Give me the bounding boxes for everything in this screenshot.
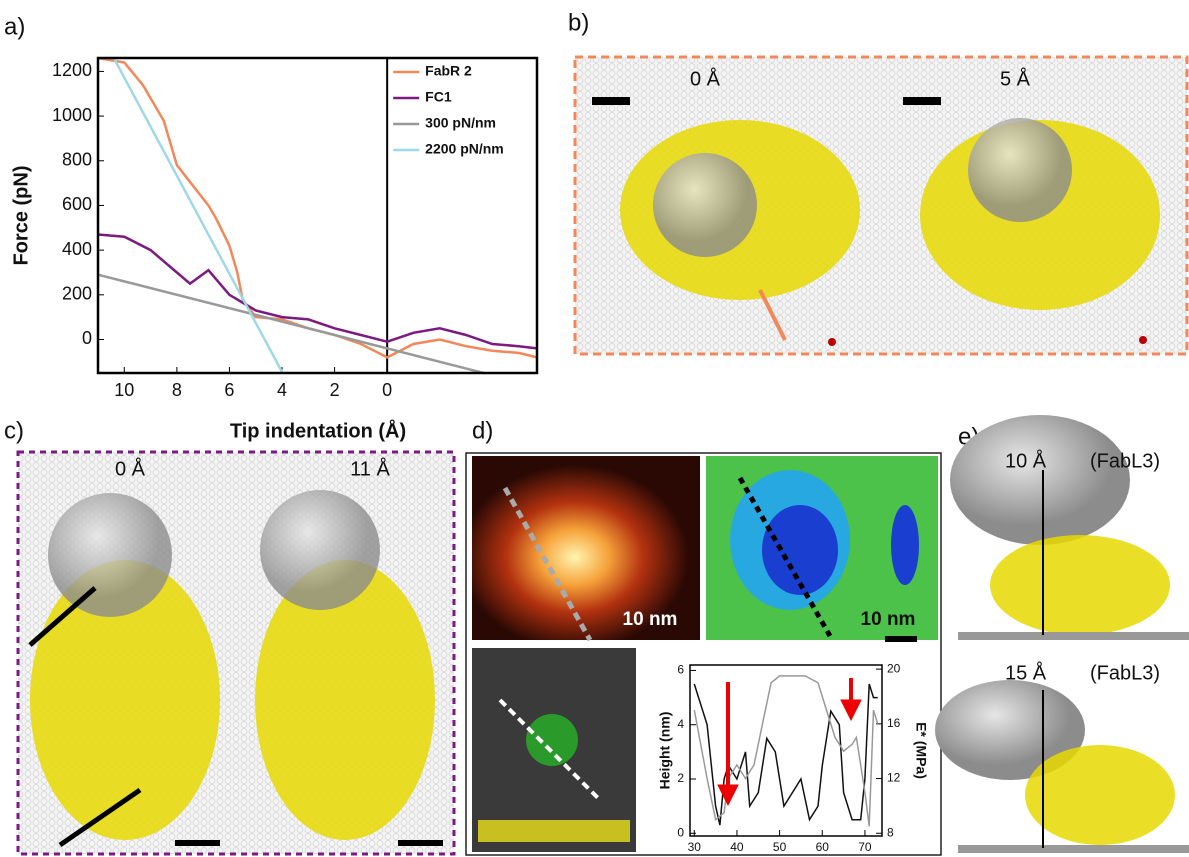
y-tick-label: 4	[677, 717, 684, 731]
panel-b: 0 Å 5 Å	[575, 57, 1187, 354]
panel-c: 0 Å 11 Å	[18, 452, 454, 854]
x-tick-label: 70	[858, 840, 872, 854]
map-region	[762, 505, 838, 595]
x-tick-label: 0	[382, 380, 392, 400]
y-tick-label: 400	[62, 239, 92, 259]
image-label: 0 Å	[690, 67, 721, 90]
image-label: 11 Å	[350, 457, 390, 480]
protein	[1025, 745, 1175, 845]
x-tick-label: 60	[816, 840, 830, 854]
panel-label: a)	[4, 13, 25, 40]
image-label: 10 Å	[1005, 449, 1047, 472]
panel-label: b)	[568, 9, 589, 36]
tip	[653, 153, 757, 257]
model-part	[478, 820, 630, 842]
plot-area	[690, 665, 882, 836]
substrate	[958, 845, 1189, 853]
y2-axis-label: E* (MPa)	[913, 722, 929, 779]
panel-label: c)	[4, 417, 24, 444]
legend-label: 2200 pN/nm	[425, 141, 504, 157]
y-axis-label: Force (pN)	[10, 166, 32, 266]
panel-label: d)	[472, 417, 493, 444]
legend-label: FC1	[425, 89, 452, 105]
x-tick-label: 30	[688, 840, 702, 854]
model-part	[526, 714, 578, 766]
y2-tick-label: 16	[887, 716, 901, 730]
scale-label: 10 nm	[861, 609, 916, 630]
scale-bar	[592, 97, 630, 105]
y2-tick-label: 12	[887, 771, 901, 785]
y-axis-label: Height (nm)	[657, 712, 673, 790]
marker	[1139, 336, 1147, 344]
y-tick-label: 800	[62, 150, 92, 170]
x-tick-label: 10	[114, 380, 134, 400]
x-tick-label: 8	[172, 380, 182, 400]
y-tick-label: 1000	[52, 105, 92, 125]
chart: 0 200 400 600 800 1000 1200 10 8 6 4 2 0 FabR 2 FC1 300…	[10, 58, 537, 443]
protein	[990, 535, 1170, 635]
y-tick-label: 0	[82, 328, 92, 348]
tip	[48, 493, 172, 617]
x-axis-label: Tip indentation (Å)	[230, 419, 406, 443]
scale-bar	[398, 840, 443, 846]
plot-area	[98, 58, 537, 373]
map-region	[891, 505, 919, 585]
marker	[828, 338, 836, 346]
scale-bar	[175, 840, 220, 846]
legend-label: 300 pN/nm	[425, 115, 496, 131]
x-tick-label: 40	[730, 840, 744, 854]
scale-bar	[885, 636, 917, 642]
y-tick-label: 0	[677, 825, 684, 839]
x-tick-label: 50	[773, 840, 787, 854]
y2-tick-label: 20	[887, 661, 901, 675]
scale-bar	[903, 97, 941, 105]
y2-tick-label: 8	[887, 825, 894, 839]
substrate	[958, 632, 1189, 640]
image-label: (FabL3)	[1090, 450, 1160, 472]
figure: a) b) c) d) e) 0 Å 5 Å 0 Å 11 Å 10 nm 10…	[0, 0, 1189, 857]
scale-label: 10 nm	[623, 609, 678, 630]
legend-label: FabR 2	[425, 63, 472, 79]
x-tick-label: 6	[224, 380, 234, 400]
image-label: (FabL3)	[1090, 662, 1160, 684]
y-tick-label: 2	[677, 771, 684, 785]
tip	[950, 415, 1130, 545]
y-tick-label: 1200	[52, 60, 92, 80]
image-label: 15 Å	[1005, 661, 1047, 684]
y-tick-label: 200	[62, 284, 92, 304]
y-tick-label: 600	[62, 194, 92, 214]
tip	[260, 490, 380, 610]
x-tick-label: 4	[277, 380, 287, 400]
y-tick-label: 6	[677, 663, 684, 677]
panel-e: 10 Å (FabL3) 15 Å (FabL3)	[935, 415, 1189, 853]
x-tick-label: 2	[330, 380, 340, 400]
scale-bar	[636, 640, 668, 646]
tip	[968, 118, 1072, 222]
image-label: 0 Å	[115, 457, 146, 480]
image-label: 5 Å	[1000, 67, 1031, 90]
